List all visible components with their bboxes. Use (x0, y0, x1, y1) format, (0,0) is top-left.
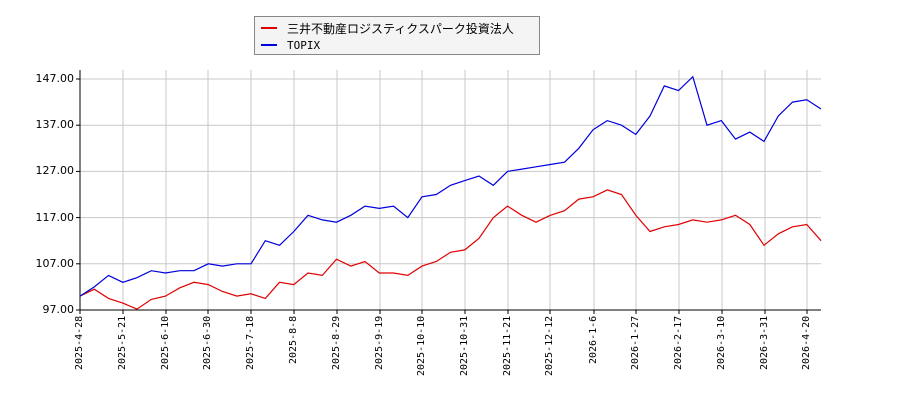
x-tick-label: 2026-4-20 (801, 315, 812, 370)
y-tick-label: 117.00 (35, 210, 75, 224)
y-tick-label: 137.00 (35, 118, 75, 132)
x-tick-label: 2026-3-10 (716, 315, 727, 370)
y-tick-label: 107.00 (35, 256, 75, 270)
blue-line-swatch-icon (261, 44, 277, 46)
x-tick-label: 2025-11-21 (502, 315, 513, 376)
x-tick-label: 2025-8-8 (288, 315, 299, 364)
x-tick-label: 2026-1-6 (588, 315, 599, 364)
x-tick-label: 2026-2-17 (673, 315, 684, 370)
x-tick-label: 2026-3-31 (759, 315, 770, 370)
red-line-swatch-icon (261, 27, 277, 29)
x-tick-label: 2025-8-29 (331, 315, 342, 370)
topix-series-line (79, 75, 822, 297)
x-tick-label: 2026-1-27 (630, 315, 641, 370)
legend-label: TOPIX (287, 38, 321, 52)
x-tick-label: 2025-6-10 (160, 315, 171, 370)
legend-item-topix: TOPIX (261, 37, 320, 53)
y-tick-label: 127.00 (35, 164, 75, 178)
x-tick-label: 2025-9-19 (374, 315, 385, 370)
legend-label: 三井不動産ロジスティクスパーク投資法人 (287, 21, 514, 36)
series-lines (79, 75, 822, 310)
x-tick-label: 2025-10-31 (459, 315, 470, 376)
x-tick-label: 2025-5-21 (117, 315, 128, 370)
x-tick-label: 2025-10-10 (416, 315, 427, 376)
legend: 三井不動産ロジスティクスパーク投資法人 TOPIX (254, 16, 540, 55)
legend-item-mflp: 三井不動産ロジスティクスパーク投資法人 (261, 20, 514, 36)
x-tick-label: 2025-12-12 (544, 315, 555, 376)
y-tick-label: 147.00 (35, 72, 75, 85)
x-tick-label: 2025-6-30 (202, 315, 213, 370)
mflp-series-line (79, 189, 822, 310)
axes (76, 70, 821, 314)
x-tick-label: 2025-7-18 (245, 315, 256, 370)
y-tick-label: 97.00 (42, 303, 75, 316)
grid-lines (80, 70, 821, 310)
x-tick-label: 2025-4-28 (74, 315, 85, 370)
